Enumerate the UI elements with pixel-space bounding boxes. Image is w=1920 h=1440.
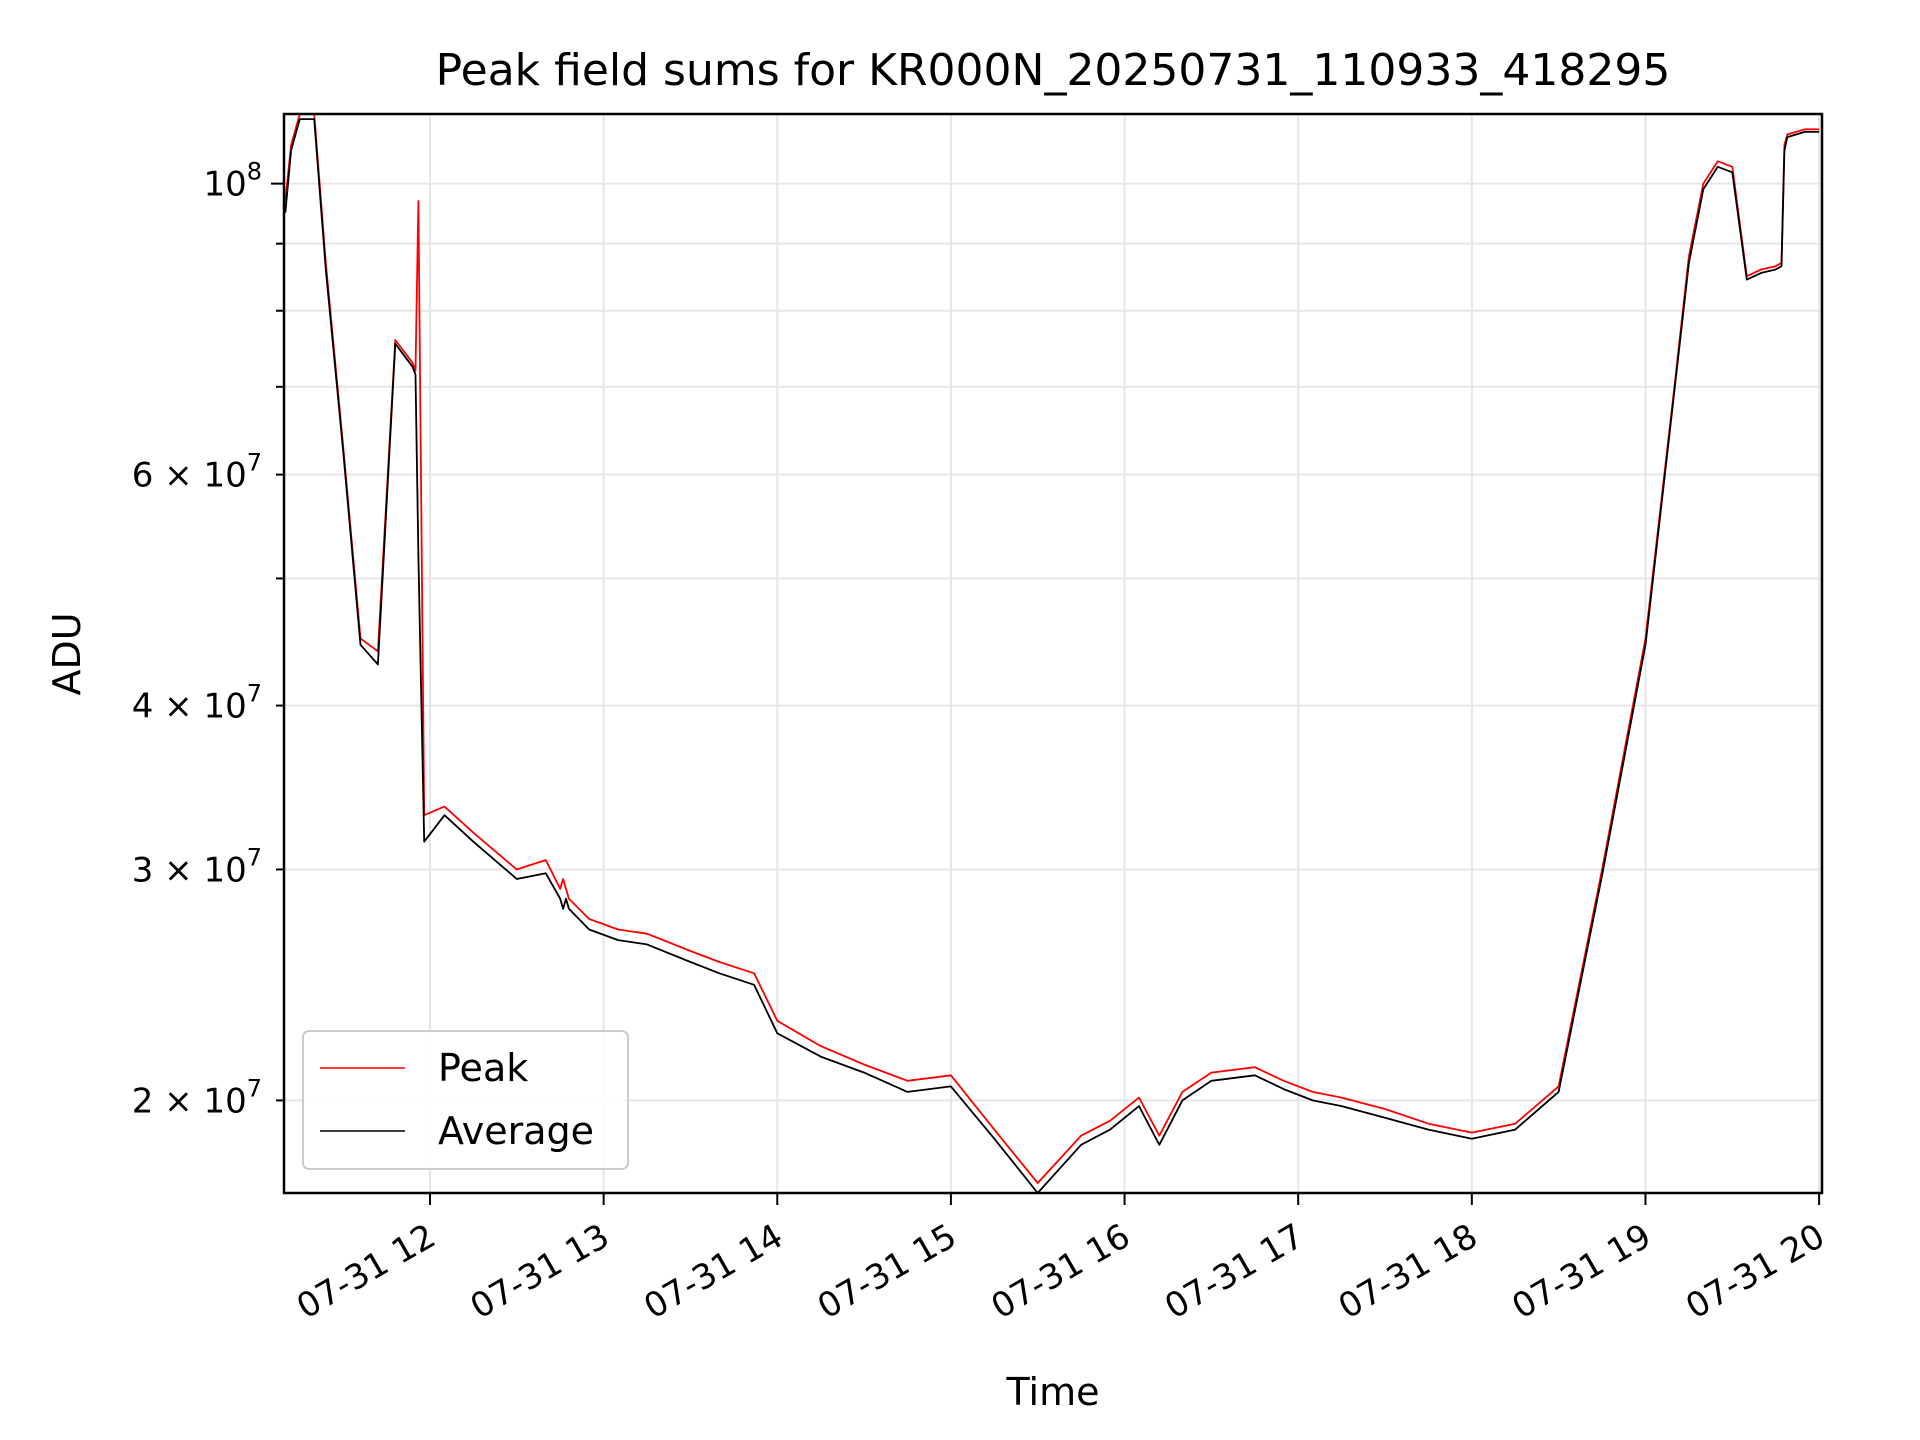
y-tick-label: 108 [203,158,262,205]
y-tick-label: 6 × 107 [132,449,262,496]
y-tick-label: 2 × 107 [132,1074,262,1121]
series-line-average [284,118,1820,1194]
legend-box [302,1030,629,1170]
y-tick-label: 4 × 107 [132,680,262,727]
legend: Peak Average [302,1030,629,1170]
plot-frame [282,112,1824,1195]
x-axis-label: Time [1006,1370,1100,1414]
series-line-peak [284,113,1820,1184]
y-axis: 108 2 × 107 3 × 107 4 × 107 6 × 107 [132,158,284,1121]
legend-label-average: Average [438,1109,594,1153]
x-tick-label: 07-31 13 [464,1216,616,1327]
chart-title: Peak field sums for KR000N_20250731_1109… [436,45,1671,96]
x-tick-label: 07-31 12 [290,1216,442,1327]
x-tick-label: 07-31 17 [1158,1216,1310,1327]
y-axis-label: ADU [45,612,89,695]
x-tick-label: 07-31 19 [1506,1216,1658,1327]
x-tick-label: 07-31 14 [637,1216,789,1327]
x-tick-label: 07-31 20 [1679,1216,1831,1327]
x-tick-label: 07-31 16 [985,1216,1137,1327]
series-layer [284,113,1820,1194]
x-axis: 07-31 12 07-31 13 07-31 14 07-31 15 07-31 16… [290,1193,1832,1327]
x-tick-label: 07-31 18 [1332,1216,1484,1327]
legend-label-peak: Peak [438,1046,528,1090]
x-tick-label: 07-31 15 [811,1216,963,1327]
y-tick-label: 3 × 107 [132,843,262,890]
